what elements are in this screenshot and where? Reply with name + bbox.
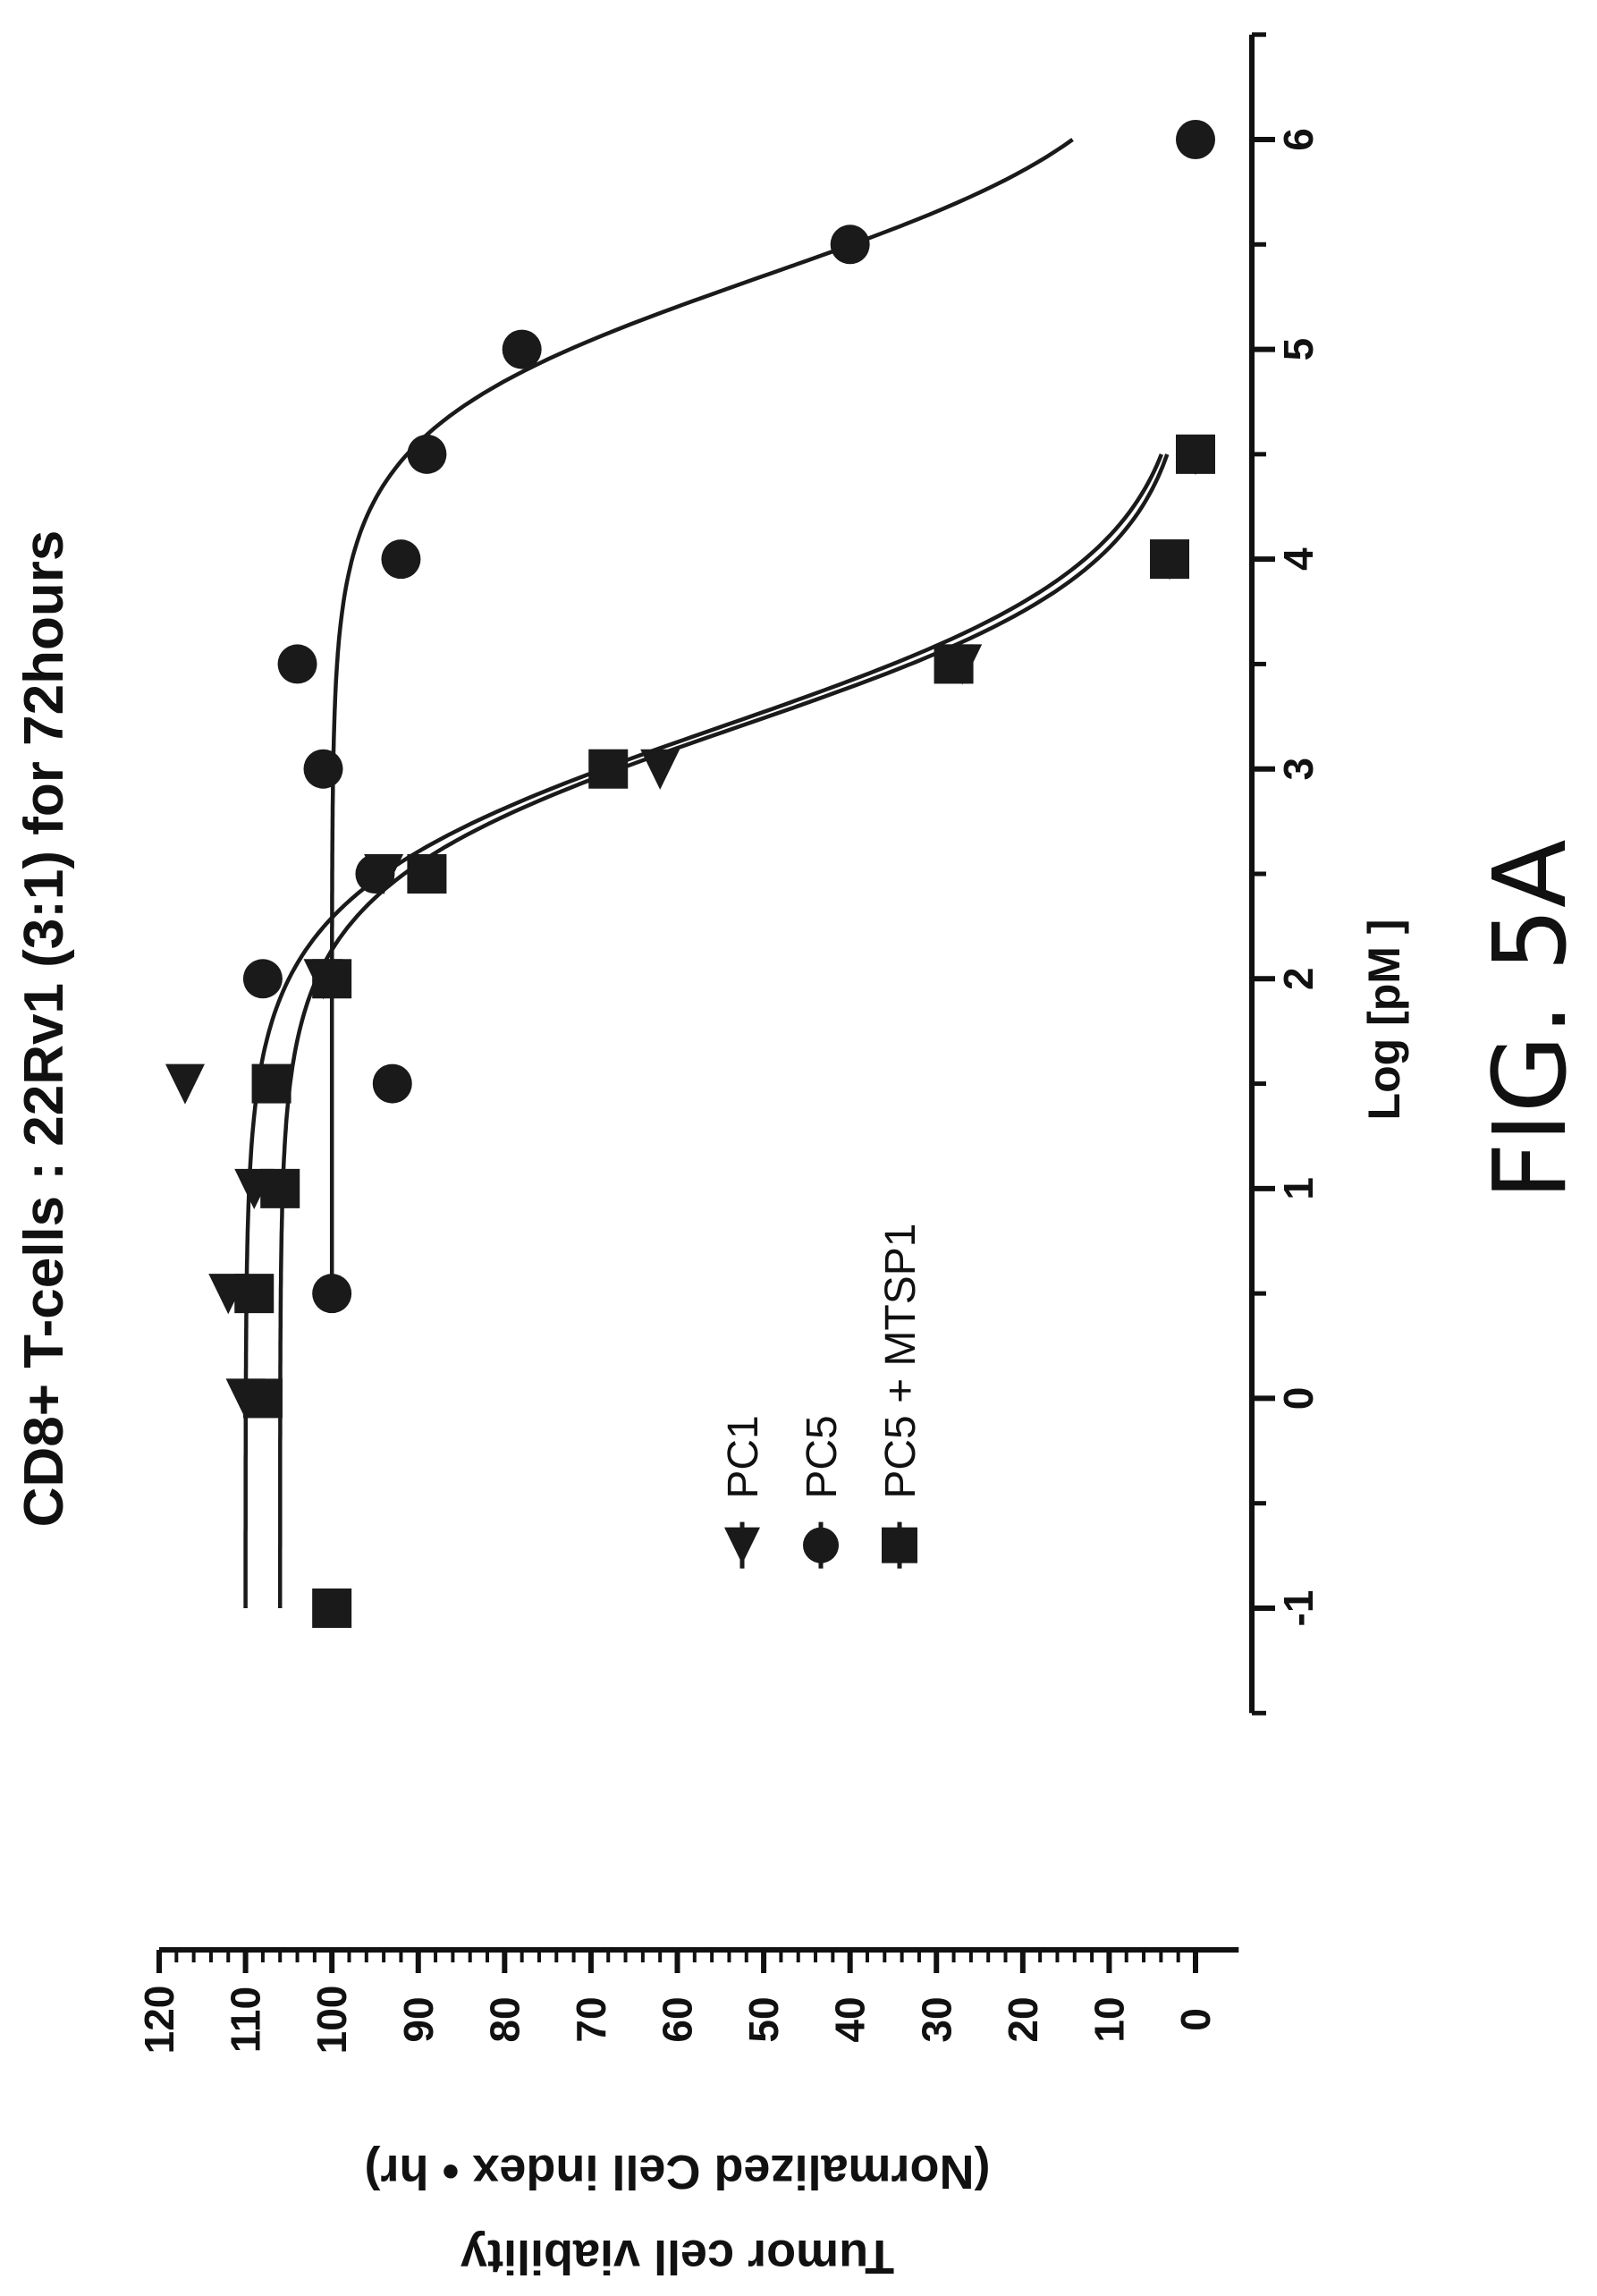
y-tick-label: 110: [223, 1987, 269, 2053]
data-point: [312, 1274, 352, 1314]
data-point: [407, 434, 447, 474]
x-tick-label: 6: [1275, 128, 1322, 151]
data-point: [372, 1063, 412, 1104]
y-tick-label: 120: [136, 1986, 182, 2055]
fit-curve-pc5: [329, 138, 1074, 1294]
data-point: [303, 749, 343, 789]
data-point: [1150, 539, 1190, 580]
data-point: [640, 749, 680, 790]
data-point: [1176, 120, 1215, 159]
data-point: [830, 225, 870, 265]
data-point: [502, 329, 542, 369]
legend-marker-square: [882, 1527, 917, 1563]
data-point: [242, 959, 283, 999]
y-tick-label: 10: [1086, 1996, 1132, 2042]
y-tick-label: 90: [395, 1996, 442, 2042]
x-tick-label: 3: [1275, 758, 1322, 781]
y-tick-label: 70: [568, 1996, 614, 2042]
y-axis-label-units: (Normalized Cell index • hr): [364, 2145, 990, 2199]
x-tick-label: 1: [1275, 1177, 1322, 1200]
data-point: [1176, 434, 1215, 474]
x-tick-label: 2: [1275, 967, 1322, 990]
data-point: [588, 749, 629, 789]
y-tick-label: 40: [827, 1996, 874, 2042]
y-tick-label: 30: [913, 1996, 959, 2042]
data-point: [277, 644, 317, 684]
legend-marker-circle: [803, 1527, 839, 1563]
data-point: [934, 644, 974, 684]
legend-label: PC5 + MTSP1: [877, 1224, 925, 1499]
figure-label: FIG. 5A: [1473, 839, 1589, 1199]
data-point: [234, 1274, 275, 1314]
data-point: [165, 1063, 205, 1105]
data-point: [242, 1378, 283, 1419]
legend-label: PC5: [798, 1415, 846, 1498]
x-tick-label: 5: [1275, 338, 1322, 361]
chart-title: CD8+ T-cells : 22Rv1 (3:1) for 72hours: [13, 530, 75, 1528]
data-point: [381, 539, 421, 580]
x-axis-label: Log [pM ]: [1359, 919, 1409, 1121]
y-tick-label: 80: [481, 1996, 528, 2042]
x-tick-label: -1: [1275, 1590, 1322, 1627]
data-point: [312, 959, 352, 999]
y-tick-label: 100: [308, 1986, 355, 2055]
data-point: [260, 1168, 300, 1208]
x-tick-label: 0: [1275, 1387, 1322, 1411]
legend-label: PC1: [720, 1415, 767, 1498]
y-tick-label: 0: [1172, 2008, 1219, 2031]
y-tick-label: 50: [740, 1996, 787, 2042]
data-point: [355, 854, 395, 894]
data-point: [407, 854, 447, 894]
y-tick-label: 60: [655, 1996, 701, 2042]
y-tick-label: 20: [1000, 1996, 1046, 2042]
data-point: [312, 1589, 352, 1628]
x-tick-label: 4: [1275, 547, 1322, 571]
data-point: [251, 1063, 292, 1104]
fit-curve-pc1: [243, 453, 1163, 1608]
legend-marker-triangle-down: [724, 1527, 760, 1564]
y-axis-label: Tumor cell viability: [461, 2230, 894, 2283]
